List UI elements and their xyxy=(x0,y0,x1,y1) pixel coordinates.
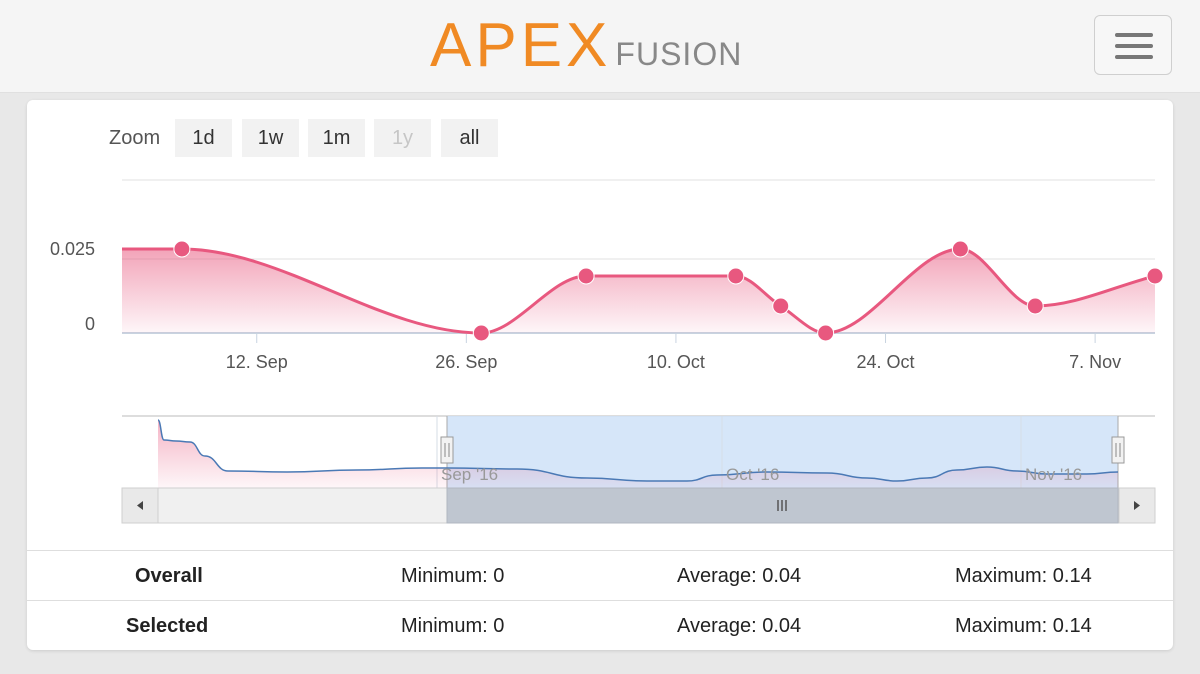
logo-apex-text: APEX xyxy=(430,11,612,80)
stat-maximum: Maximum: 0.14 xyxy=(955,615,1092,637)
stat-minimum: Minimum: 0 xyxy=(401,615,505,637)
x-tick-label: 26. Sep xyxy=(435,352,497,372)
chart-card: Zoom 1d 1w 1m 1y all 0.025 0 12. Sep 26. Sep 1… xyxy=(27,100,1173,650)
stats-label: Selected xyxy=(126,615,209,637)
navigator-line xyxy=(157,419,1119,482)
stats-label: Overall xyxy=(135,565,203,587)
zoom-button-1w[interactable]: 1w xyxy=(242,119,299,157)
scrollbar-left-arrow[interactable] xyxy=(121,487,159,524)
hamburger-menu-button[interactable] xyxy=(1094,15,1172,75)
navigator-axis-label: Sep '16 xyxy=(441,465,498,484)
data-point[interactable] xyxy=(727,267,745,285)
navigator-area xyxy=(158,420,1118,488)
stats-row-selected: Selected Minimum: 0 Average: 0.04 Maximu… xyxy=(27,600,1173,650)
stock-chart: Zoom 1d 1w 1m 1y all 0.025 0 12. Sep 26. Sep 1… xyxy=(50,119,1164,524)
data-point[interactable] xyxy=(951,240,969,258)
svg-text:all: all xyxy=(459,127,479,149)
data-point[interactable] xyxy=(173,240,191,258)
data-point[interactable] xyxy=(1146,267,1164,285)
svg-text:1y: 1y xyxy=(392,127,413,149)
svg-text:1m: 1m xyxy=(323,127,351,149)
x-tick-label: 12. Sep xyxy=(226,352,288,372)
navigator-axis-label: Nov '16 xyxy=(1025,465,1082,484)
zoom-button-1d[interactable]: 1d xyxy=(175,119,232,157)
zoom-button-1m[interactable]: 1m xyxy=(308,119,365,157)
data-point[interactable] xyxy=(772,297,790,315)
scrollbar-right-arrow[interactable] xyxy=(1118,487,1156,524)
y-tick-label: 0 xyxy=(85,314,95,334)
scrollbar-thumb[interactable] xyxy=(446,487,1119,524)
svg-text:1w: 1w xyxy=(258,127,284,149)
zoom-button-all[interactable]: all xyxy=(441,119,498,157)
data-point[interactable] xyxy=(1026,297,1044,315)
y-tick-label: 0.025 xyxy=(50,239,95,259)
x-tick-label: 24. Oct xyxy=(857,352,915,372)
hamburger-icon-bar xyxy=(1115,44,1153,48)
zoom-button-1y: 1y xyxy=(374,119,431,157)
apex-fusion-logo[interactable]: APEX FUSION xyxy=(430,11,743,80)
stat-average: Average: 0.04 xyxy=(677,565,802,587)
stats-row-overall: Overall Minimum: 0 Average: 0.04 Maximum… xyxy=(27,550,1173,601)
app-header: APEX FUSION xyxy=(0,0,1200,93)
navigator-axis-label: Oct '16 xyxy=(726,465,779,484)
x-tick-label: 10. Oct xyxy=(647,352,705,372)
data-point[interactable] xyxy=(577,267,595,285)
hamburger-icon-bar xyxy=(1115,55,1153,59)
logo-fusion-text: FUSION xyxy=(615,36,743,72)
navigator-left-handle[interactable] xyxy=(440,436,454,464)
svg-text:1d: 1d xyxy=(192,127,214,149)
stat-maximum: Maximum: 0.14 xyxy=(955,565,1092,587)
zoom-label: Zoom xyxy=(109,127,160,149)
navigator-right-handle[interactable] xyxy=(1111,436,1125,464)
stat-minimum: Minimum: 0 xyxy=(401,565,505,587)
data-point[interactable] xyxy=(472,324,490,342)
data-point[interactable] xyxy=(817,324,835,342)
hamburger-icon-bar xyxy=(1115,33,1153,37)
x-tick-label: 7. Nov xyxy=(1069,352,1121,372)
stat-average: Average: 0.04 xyxy=(677,615,802,637)
series-area xyxy=(122,249,1155,333)
